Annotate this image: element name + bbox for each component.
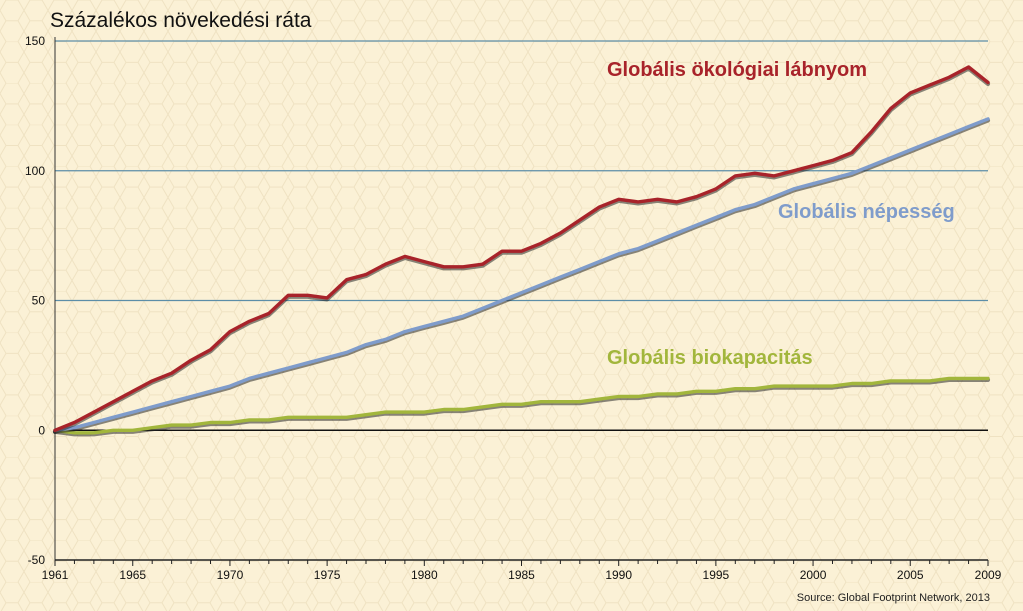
ytick-label: 0 bbox=[38, 423, 45, 437]
series-line-0 bbox=[53, 65, 990, 432]
series-label-footprint: Globális ökológiai lábnyom bbox=[607, 59, 867, 81]
series-line-1 bbox=[53, 117, 990, 432]
xtick-label: 1980 bbox=[411, 568, 438, 582]
grid-lines bbox=[55, 40, 988, 302]
xtick-label: 2000 bbox=[800, 568, 827, 582]
series-line-2 bbox=[53, 376, 990, 435]
ytick-label: 150 bbox=[25, 34, 45, 48]
xtick-label: 1995 bbox=[703, 568, 730, 582]
xtick-label: 2005 bbox=[897, 568, 924, 582]
chart-title: Százalékos növekedési ráta bbox=[50, 9, 312, 32]
ytick-label: -50 bbox=[28, 553, 46, 567]
series-label-biocapacity: Globális biokapacitás bbox=[607, 347, 813, 369]
series-lines bbox=[52, 65, 991, 437]
xtick-label: 1985 bbox=[508, 568, 535, 582]
series-label-population: Globális népesség bbox=[778, 201, 955, 223]
ytick-label: 50 bbox=[32, 294, 46, 308]
ytick-label: 100 bbox=[25, 164, 45, 178]
xtick-label: 1975 bbox=[314, 568, 341, 582]
xtick-label: 1961 bbox=[42, 568, 69, 582]
source-note: Source: Global Footprint Network, 2013 bbox=[797, 592, 990, 604]
xtick-label: 1990 bbox=[605, 568, 632, 582]
axes: -50 0 50 100 150 1961 1965 1970 1975 1980 1985 1990… bbox=[25, 34, 1002, 582]
xtick-label: 1970 bbox=[217, 568, 244, 582]
xtick-label: 1965 bbox=[119, 568, 146, 582]
xtick-label: 2009 bbox=[975, 568, 1002, 582]
